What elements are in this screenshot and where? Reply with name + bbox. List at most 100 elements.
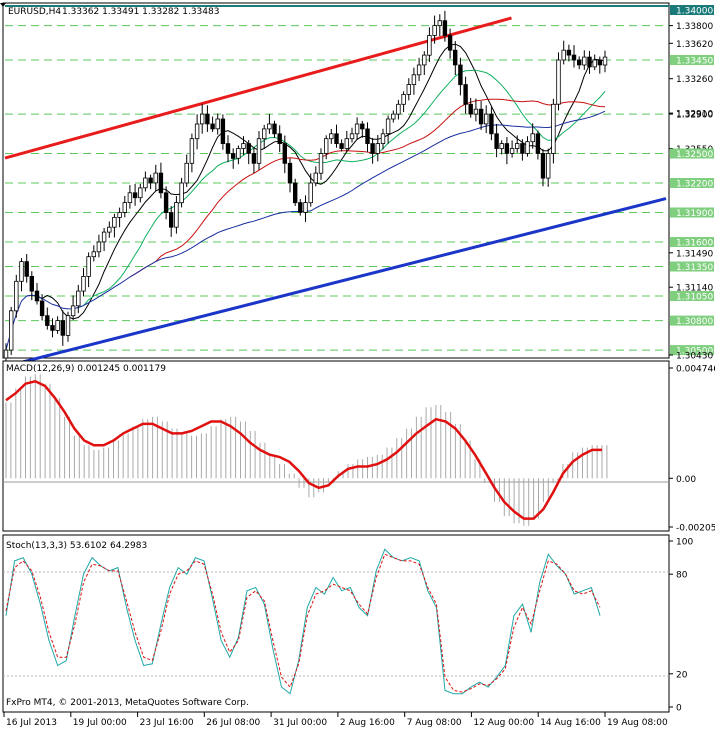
candle-body <box>287 162 293 184</box>
candle-body <box>138 187 143 199</box>
candle-body <box>76 290 81 307</box>
candle-body <box>194 123 200 140</box>
price-level-tag <box>670 261 714 272</box>
candle-body <box>96 241 102 253</box>
candle-body <box>587 56 592 68</box>
candle-body <box>153 172 158 184</box>
candle-body <box>65 315 71 336</box>
candle-body <box>251 153 257 164</box>
candle-body <box>179 182 184 204</box>
candle-body <box>463 84 468 105</box>
candle-body <box>127 192 133 204</box>
candle-body <box>277 133 282 145</box>
candle-body <box>489 113 494 135</box>
candle-body <box>375 143 380 154</box>
candle-body <box>494 133 499 149</box>
macd-pane[interactable]: 0.004746 0.00 -0.002057 MACD(12,26,9) 0.00… <box>2 360 715 534</box>
time-tick-label: 2 Aug 16:00 <box>340 718 395 728</box>
candlesticks <box>3 10 608 366</box>
candle-body <box>468 103 473 115</box>
candle-body <box>308 182 313 204</box>
candle-body <box>442 20 448 36</box>
candle-body <box>55 320 60 331</box>
stochastic-pane[interactable]: 100 80 20 0 Stoch(13,3,3) 53.6102 64.2983 F… <box>2 534 693 714</box>
candle-body <box>329 133 334 140</box>
macd-tick-label: 0.004746 <box>676 365 715 375</box>
price-level-tag <box>670 207 714 218</box>
candle-body <box>215 118 220 130</box>
price-tick-label: 1.33260 <box>676 75 713 85</box>
price-tick-label: 1.33620 <box>676 40 713 50</box>
macd-scale: 0.004746 0.00 -0.002057 <box>669 365 715 534</box>
time-tick-label: 19 Aug 08:00 <box>607 718 668 728</box>
macd-signal-path <box>5 379 602 520</box>
price-level-tag-text: 1.34000 <box>676 7 713 17</box>
chart-symbol-label: EURUSD,H4 <box>8 7 61 17</box>
candle-body <box>349 133 355 140</box>
chart-ohlc-label: 1.33362 1.33491 1.33282 1.33483 <box>62 7 219 17</box>
candle-body <box>29 275 34 292</box>
trendlines <box>4 16 667 368</box>
candle-body <box>509 148 515 154</box>
candle-body <box>546 153 551 179</box>
candle-body <box>360 123 365 130</box>
price-tick-label: 1.33800 <box>676 22 713 32</box>
price-scale: 1.34000 1.33800 1.33620 1.33450 1.33260 1.329… <box>669 5 714 362</box>
candle-body <box>515 143 520 149</box>
candle-body <box>267 123 272 130</box>
candle-body <box>19 261 24 282</box>
candle-body <box>473 108 479 115</box>
candle-body <box>261 128 267 140</box>
price-tick-label: 1.31140 <box>676 284 713 294</box>
candle-body <box>303 202 308 213</box>
candle-body <box>34 290 40 302</box>
candle-body <box>107 226 112 233</box>
price-pane[interactable]: 1.34000 1.33800 1.33620 1.33450 1.33260 1.329… <box>0 2 714 368</box>
candle-body <box>39 300 45 317</box>
candle-body <box>452 49 458 66</box>
candle-body <box>272 123 277 135</box>
candle-body <box>189 138 195 164</box>
candle-body <box>199 113 205 125</box>
candle-body <box>292 182 298 204</box>
candle-body <box>483 113 489 125</box>
candle-body <box>174 202 179 228</box>
time-tick-label: 26 Jul 08:00 <box>206 718 260 728</box>
candle-body <box>530 133 535 143</box>
stochastic-lines <box>5 548 601 695</box>
candle-body <box>14 280 19 312</box>
candle-body <box>602 56 608 66</box>
macd-histogram <box>5 374 608 526</box>
time-tick-label: 16 Jul 2013 <box>6 718 57 728</box>
candle-body <box>117 212 122 218</box>
stochastic-tick-label: 0 <box>676 704 682 714</box>
candle-body <box>427 35 432 56</box>
stochastic-tick-label: 100 <box>676 538 693 548</box>
price-level-tag-text: 1.32200 <box>676 180 713 190</box>
chart-collapse-icon[interactable] <box>0 3 6 7</box>
candle-body <box>525 141 530 154</box>
candle-body <box>122 202 127 213</box>
candle-body <box>334 133 339 145</box>
candle-body <box>458 64 463 86</box>
candle-body <box>318 153 324 174</box>
candle-body <box>220 118 226 145</box>
candle-body <box>478 108 484 125</box>
candle-body <box>45 315 50 326</box>
price-level-tag <box>670 5 714 15</box>
candle-body <box>592 59 597 68</box>
time-tick-label: 12 Aug 00:00 <box>473 718 534 728</box>
candle-body <box>582 56 587 66</box>
candle-body <box>225 143 231 154</box>
candle-body <box>437 20 442 27</box>
price-level-tag <box>670 148 714 159</box>
candle-body <box>339 143 344 149</box>
candle-body <box>447 35 453 51</box>
candle-body <box>385 118 391 135</box>
price-tick-label: 1.32900 <box>676 111 713 121</box>
macd-tick-label: -0.002057 <box>676 524 715 534</box>
candle-body <box>313 172 318 184</box>
candle-body <box>566 49 572 56</box>
price-level-tag <box>670 315 714 326</box>
